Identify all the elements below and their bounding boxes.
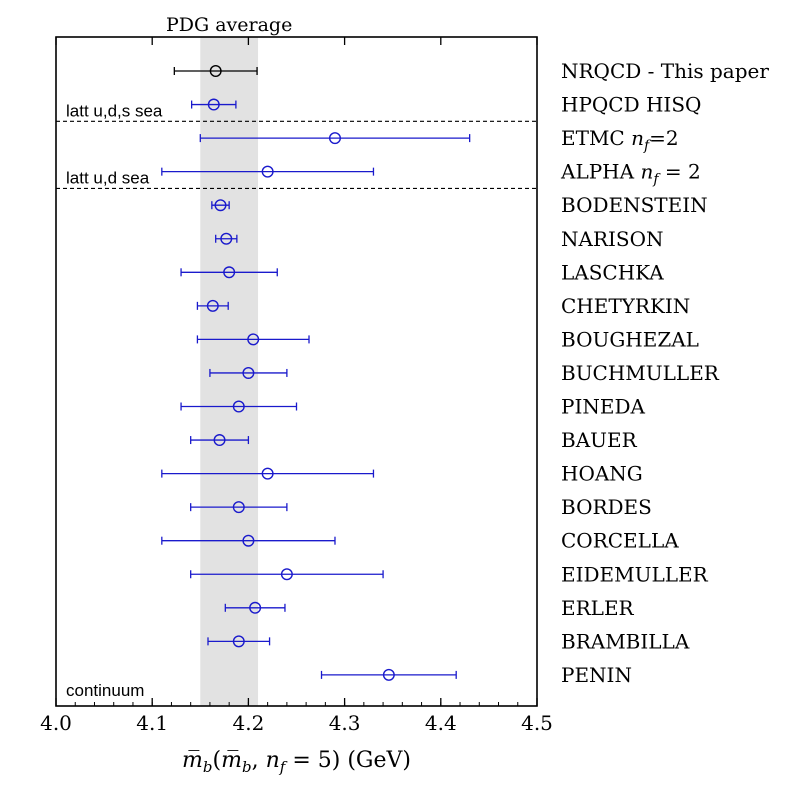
data-point <box>207 98 220 111</box>
data-point <box>382 668 395 681</box>
row-label: EIDEMULLER <box>561 562 709 586</box>
row-label: BAUER <box>561 428 638 452</box>
row-label: BRAMBILLA <box>561 629 690 653</box>
row-label: HPQCD HISQ <box>561 93 701 117</box>
x-tick-label: 4.4 <box>425 711 457 735</box>
row-label: ETMC nf=2 <box>561 126 679 154</box>
data-point <box>214 199 227 212</box>
row-label: ERLER <box>561 596 635 620</box>
row-label-layer: NRQCD - This paper HPQCD HISQ ETMC nf=2 ALP… <box>560 59 769 687</box>
data-mark-layer <box>161 64 471 681</box>
row-label: PINEDA <box>561 395 645 419</box>
row-label: ALPHA nf = 2 <box>560 160 701 188</box>
data-point <box>213 434 226 447</box>
group-label: continuum <box>66 681 144 700</box>
data-point <box>280 568 293 581</box>
row-label: CHETYRKIN <box>561 294 690 318</box>
data-point <box>232 400 245 413</box>
data-point <box>223 266 236 279</box>
group-label: latt u,d sea <box>66 168 150 187</box>
band-layer <box>200 37 259 706</box>
row-label: CORCELLA <box>561 529 679 553</box>
row-label: BORDES <box>561 495 652 519</box>
x-tick-label: 4.3 <box>329 711 361 735</box>
data-point <box>242 366 255 379</box>
x-tick-label: 4.0 <box>40 711 72 735</box>
band-label: PDG average <box>166 14 292 36</box>
x-tick-label: 4.5 <box>521 711 553 735</box>
text-layer: PDG average m̅b(m̅b, nf = 5) (GeV) <box>166 14 411 776</box>
group-divider-layer <box>56 120 537 189</box>
x-tick-label: 4.2 <box>232 711 264 735</box>
x-axis-title: m̅b(m̅b, nf = 5) (GeV) <box>182 748 411 776</box>
data-point <box>220 232 233 245</box>
row-label: BOUGHEZAL <box>561 327 699 351</box>
pdg-average-band <box>200 37 259 706</box>
data-point <box>242 534 255 547</box>
data-point <box>261 165 274 178</box>
x-axis: 4.0 4.1 4.2 4.3 4.4 4.5 <box>40 37 553 735</box>
data-point <box>206 299 219 312</box>
row-label: PENIN <box>561 663 632 687</box>
row-label: HOANG <box>561 462 643 486</box>
row-label: NRQCD - This paper <box>561 59 769 83</box>
data-point <box>328 132 341 145</box>
data-point <box>232 501 245 514</box>
data-point <box>209 64 222 77</box>
data-point <box>261 467 274 480</box>
plot-frame <box>55 36 538 707</box>
data-point <box>232 635 245 648</box>
x-tick-label: 4.1 <box>136 711 168 735</box>
row-label: NARISON <box>561 227 664 251</box>
group-label: latt u,d,s sea <box>66 101 163 120</box>
row-label: LASCHKA <box>561 260 664 284</box>
row-label: BUCHMULLER <box>561 361 720 385</box>
group-label-layer: latt u,d,s sea latt u,d sea continuum <box>66 101 163 700</box>
row-label: BODENSTEIN <box>561 193 708 217</box>
data-point <box>249 601 262 614</box>
data-point <box>247 333 260 346</box>
